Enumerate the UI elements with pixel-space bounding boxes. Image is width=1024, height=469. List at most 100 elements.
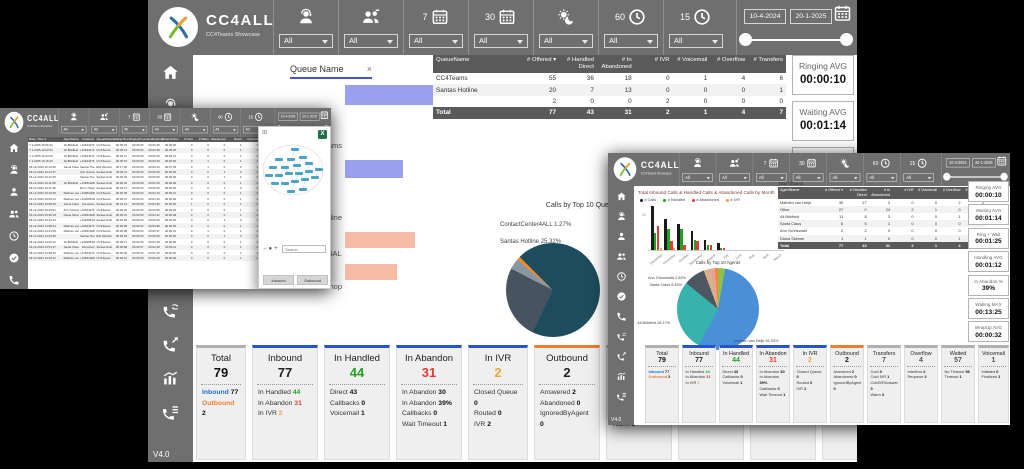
- column-header[interactable]: Inbound: [242, 137, 259, 143]
- slider-handle-start[interactable]: [943, 172, 951, 181]
- sidebar-item-phone-sync[interactable]: [148, 293, 193, 327]
- filter-select[interactable]: All: [182, 125, 208, 134]
- date-from-input[interactable]: 10-4-2024: [278, 112, 298, 121]
- column-header[interactable]: # Overflow: [710, 55, 749, 73]
- date-from-input[interactable]: 10-4-2024: [744, 9, 786, 24]
- sidebar-item-phone-list[interactable]: [148, 395, 193, 429]
- sidebar-item-home[interactable]: [0, 137, 28, 159]
- column-header[interactable]: # Overflow: [939, 187, 963, 199]
- stat-card-total[interactable]: Total 79 Inbound 77 Outbound 2: [645, 345, 679, 423]
- date-to-input[interactable]: 20-1-2025: [299, 112, 320, 121]
- column-header[interactable]: AgentName: [778, 187, 822, 199]
- sidebar-item-phone[interactable]: [0, 269, 28, 289]
- column-header[interactable]: # IVR: [634, 55, 673, 73]
- grid-icon[interactable]: ⊞: [262, 130, 268, 136]
- filter-select[interactable]: All: [474, 34, 528, 48]
- stat-card-outbound[interactable]: Outbound 2 Answered 2 Abandoned 0 IgnoredByA…: [534, 345, 600, 460]
- outbound-button[interactable]: Outbound: [297, 275, 328, 285]
- sidebar-item-users[interactable]: [0, 203, 28, 225]
- column-header[interactable]: # Voicemail: [915, 187, 940, 199]
- column-header[interactable]: # Offered ▾: [521, 55, 560, 73]
- column-header[interactable]: # Handled Direct: [845, 187, 869, 199]
- column-header[interactable]: # Handled Direct: [559, 55, 597, 73]
- queue-name-search[interactable]: Queue Name ×: [290, 64, 372, 79]
- column-header[interactable]: WrapUpTime: [160, 137, 179, 143]
- calendar-icon[interactable]: [319, 110, 329, 124]
- column-header[interactable]: WaitingTime: [111, 137, 129, 143]
- sidebar-item-home[interactable]: [608, 186, 634, 206]
- filter-select[interactable]: All: [344, 34, 398, 48]
- filter-select[interactable]: All: [121, 125, 148, 134]
- filter-select[interactable]: All: [539, 34, 593, 48]
- sidebar-item-clock[interactable]: [608, 266, 634, 286]
- sidebar-item-chart[interactable]: [148, 361, 193, 395]
- column-header[interactable]: HandlingTime: [144, 137, 164, 143]
- stat-card-outbound[interactable]: Outbound 2 Answered 2 Abandoned 0 IgnoredByA…: [830, 345, 864, 423]
- calendar-icon[interactable]: [832, 3, 853, 29]
- filter-select[interactable]: All: [152, 125, 178, 134]
- stat-card-in-handled[interactable]: In Handled 44 Direct 43 Callbacks 0 Voicemai…: [719, 345, 753, 423]
- stat-card-inbound[interactable]: Inbound 77 In Handled 44 In Abandon 31 In IV…: [682, 345, 716, 423]
- date-from-input[interactable]: 10-4-2024: [945, 158, 970, 168]
- inbound-button[interactable]: Inbound: [263, 275, 294, 285]
- filter-select[interactable]: All: [829, 173, 861, 182]
- slider-handle-start[interactable]: [739, 33, 752, 46]
- column-header[interactable]: # In Abandoned: [868, 187, 893, 199]
- column-header[interactable]: RingingTime: [128, 137, 146, 143]
- zoom-out-button[interactable]: −: [263, 246, 269, 252]
- column-header[interactable]: # In Abandoned: [596, 55, 635, 73]
- stat-card-total[interactable]: Total 79 Inbound 77 Outbound 2: [196, 345, 246, 460]
- sidebar-item-agent[interactable]: [0, 159, 28, 181]
- column-header[interactable]: Abandoned: [209, 137, 227, 143]
- sidebar-item-user[interactable]: [0, 181, 28, 203]
- filter-select[interactable]: All: [604, 34, 658, 48]
- clear-icon[interactable]: ×: [366, 64, 372, 74]
- filter-select[interactable]: All: [682, 173, 713, 182]
- date-to-input[interactable]: 20-1-2025: [790, 9, 832, 24]
- calendar-icon[interactable]: [996, 155, 1008, 171]
- sidebar-item-chart[interactable]: [608, 366, 634, 386]
- filter-select[interactable]: All: [409, 34, 463, 48]
- sidebar-item-user[interactable]: [608, 226, 634, 246]
- column-header[interactable]: AgentName: [62, 137, 79, 143]
- zoom-reset-button[interactable]: ●: [268, 246, 275, 252]
- stat-card-in-handled[interactable]: In Handled 44 Direct 43 Callbacks 0 Voicemai…: [324, 345, 390, 460]
- stat-card-inbound[interactable]: Inbound 77 In Handled 44 In Abandon 31 In IV…: [252, 345, 318, 460]
- sidebar-item-phone-out[interactable]: [608, 346, 634, 366]
- sidebar-item-home[interactable]: [148, 55, 193, 89]
- column-header[interactable]: # IVR: [892, 187, 916, 199]
- column-header[interactable]: Direct: [226, 137, 243, 143]
- filter-select[interactable]: All: [866, 173, 898, 182]
- slider-handle-end[interactable]: [1000, 172, 1008, 181]
- stat-card-in-abandon[interactable]: In Abandon 31 In Abandon 30 In Abandon 39% C…: [396, 345, 462, 460]
- slider-handle-end[interactable]: [840, 33, 853, 46]
- sidebar-item-phone[interactable]: [608, 306, 634, 326]
- column-header[interactable]: QueueName: [433, 55, 522, 73]
- filter-select[interactable]: All: [91, 125, 117, 134]
- column-header[interactable]: # Offered ▾: [821, 187, 846, 199]
- date-to-input[interactable]: 20-1-2025: [972, 158, 996, 168]
- sidebar-item-agent[interactable]: [608, 206, 634, 226]
- filter-select[interactable]: All: [212, 125, 239, 134]
- filter-select[interactable]: All: [903, 173, 935, 182]
- filter-select[interactable]: All: [719, 173, 750, 182]
- stat-card-in-abandon[interactable]: In Abandon 31 In Abandon 30 In Abandon 39% C…: [756, 345, 790, 423]
- stat-card-in-ivr[interactable]: In IVR 2 Closed Queue 0 Routed 0 IVR 2: [793, 345, 827, 423]
- column-header[interactable]: # Warm: [193, 137, 210, 143]
- excel-export-icon[interactable]: X: [318, 130, 327, 139]
- filter-select[interactable]: All: [669, 34, 723, 48]
- sidebar-item-phone-sync[interactable]: [608, 326, 634, 346]
- column-header[interactable]: # Voicemail: [672, 55, 711, 73]
- sidebar-item-users[interactable]: [608, 246, 634, 266]
- sidebar-item-check[interactable]: [0, 247, 28, 269]
- column-header[interactable]: QueueName: [95, 137, 113, 143]
- column-header[interactable]: Date / Time ▾: [28, 137, 63, 143]
- sidebar-item-check[interactable]: [608, 286, 634, 306]
- column-header[interactable]: # Transfers: [748, 55, 786, 73]
- column-header[interactable]: Customer: [79, 137, 96, 143]
- sidebar-item-phone-list[interactable]: [608, 386, 634, 406]
- filter-select[interactable]: All: [61, 125, 87, 134]
